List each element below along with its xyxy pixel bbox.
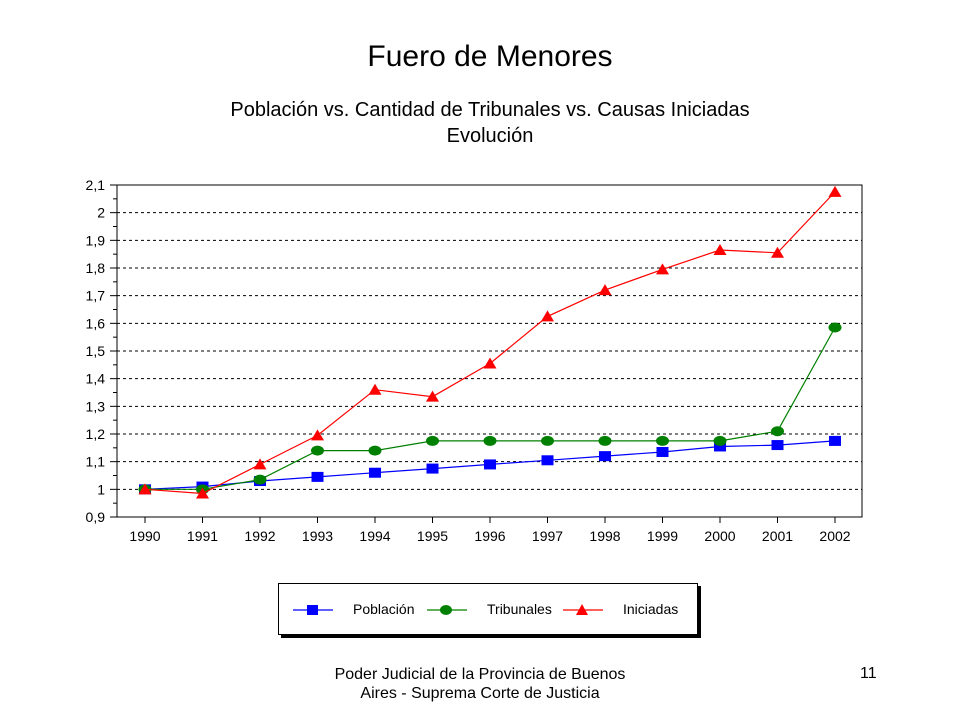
y-tick-label: 2,1 (86, 177, 106, 193)
data-point-triangle (713, 244, 727, 256)
data-point-square (369, 467, 381, 478)
data-point-triangle (253, 458, 267, 470)
y-tick-label: 1,2 (86, 426, 106, 442)
data-point-square (426, 463, 439, 474)
y-tick-label: 1,1 (86, 454, 106, 470)
data-point-square (771, 440, 784, 451)
data-point-square (484, 459, 496, 470)
legend-label: Población (353, 601, 415, 617)
legend-label: Iniciadas (623, 601, 679, 617)
x-tick-label: 1996 (474, 528, 505, 544)
x-tick-label: 1993 (302, 528, 333, 544)
x-tick-label: 1990 (129, 528, 160, 544)
data-point-triangle (598, 284, 612, 296)
data-point-circle (368, 445, 382, 456)
data-point-square (311, 471, 324, 482)
chart-title: Población vs. Cantidad de Tribunales vs.… (230, 99, 750, 121)
y-tick-label: 1 (97, 481, 105, 497)
data-point-square (599, 451, 611, 462)
data-point-triangle (771, 246, 784, 258)
page-number: 11 (860, 665, 877, 682)
data-point-triangle (483, 357, 497, 369)
data-point-circle (771, 426, 784, 437)
x-tick-label: 1995 (417, 528, 448, 544)
data-point-triangle (656, 263, 669, 275)
data-point-circle (713, 435, 727, 446)
data-point-square (656, 446, 669, 457)
chart-legend: Población Tribunales Iniciadas (278, 583, 698, 635)
data-point-circle (483, 435, 497, 446)
data-point-circle (426, 435, 439, 446)
x-tick-label: 2002 (819, 528, 850, 544)
y-tick-label: 1,9 (86, 232, 106, 248)
x-tick-label: 1992 (244, 528, 275, 544)
data-point-triangle (311, 429, 324, 441)
legend-marker-triangle-icon (563, 604, 603, 615)
data-point-square (714, 441, 726, 452)
data-point-triangle (426, 390, 439, 402)
legend-marker-square-icon (293, 605, 333, 615)
y-tick-label: 1,5 (86, 343, 106, 359)
legend-marker-circle-icon (427, 605, 467, 615)
data-point-triangle (138, 483, 152, 495)
y-tick-label: 1,7 (86, 288, 106, 304)
data-point-circle (656, 435, 669, 446)
x-tick-label: 1997 (532, 528, 563, 544)
x-tick-label: 1998 (589, 528, 620, 544)
x-tick-label: 1999 (647, 528, 678, 544)
x-tick-label: 2001 (762, 528, 793, 544)
data-point-circle (253, 474, 267, 485)
y-tick-label: 1,8 (86, 260, 106, 276)
y-tick-label: 1,6 (86, 315, 106, 331)
y-tick-label: 2 (97, 205, 105, 221)
data-point-circle (541, 435, 554, 446)
data-point-triangle (196, 487, 209, 499)
legend-label: Tribunales (487, 601, 552, 617)
data-point-triangle (541, 310, 554, 322)
x-tick-label: 2000 (704, 528, 735, 544)
x-tick-label: 1994 (359, 528, 390, 544)
y-tick-label: 1,3 (86, 398, 106, 414)
x-tick-label: 1991 (187, 528, 218, 544)
data-point-circle (828, 322, 842, 333)
data-point-circle (598, 435, 612, 446)
chart-subtitle: Evolución (446, 125, 534, 147)
data-point-triangle (368, 383, 382, 395)
data-point-triangle (828, 185, 842, 197)
data-point-square (541, 455, 554, 466)
footer-text: Poder Judicial de la Provincia de Buenos… (334, 666, 626, 702)
y-tick-label: 1,4 (86, 371, 106, 387)
y-tick-label: 0,9 (86, 509, 106, 525)
data-point-square (829, 435, 841, 446)
data-point-circle (311, 445, 324, 456)
slide-title: Fuero de Menores (367, 40, 613, 73)
chart-title-block: Población vs. Cantidad de Tribunales vs.… (0, 97, 960, 149)
